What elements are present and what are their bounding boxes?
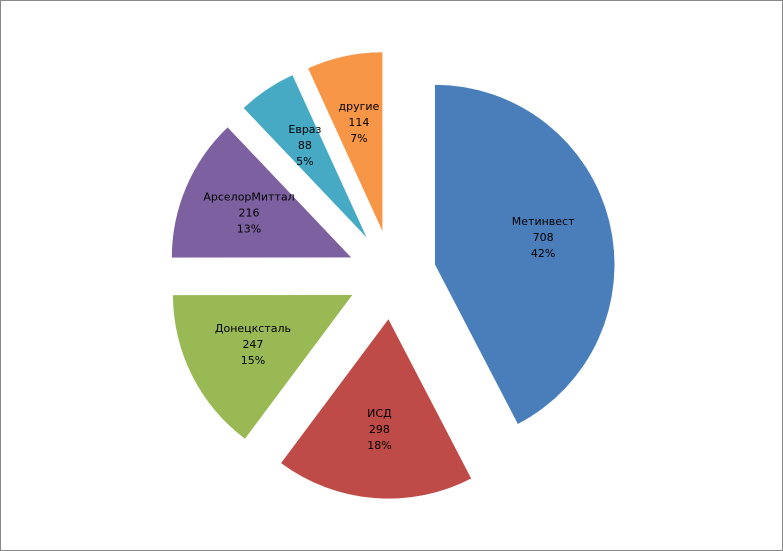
slice-value: 216 bbox=[238, 207, 259, 220]
slice-percent: 5% bbox=[296, 155, 313, 168]
slice-value: 114 bbox=[348, 116, 369, 129]
slice-label: Евраз bbox=[288, 123, 321, 136]
slice-percent: 15% bbox=[241, 354, 265, 367]
slice-label: другие bbox=[339, 100, 380, 113]
slice-label: АрселорМиттал bbox=[203, 191, 294, 204]
slice-label: Донецксталь bbox=[215, 322, 291, 335]
pie-slice bbox=[172, 294, 354, 440]
slice-label: Метинвест bbox=[512, 215, 575, 228]
slice-value: 247 bbox=[242, 338, 263, 351]
slice-percent: 42% bbox=[531, 247, 555, 260]
slice-percent: 7% bbox=[350, 132, 367, 145]
slice-percent: 18% bbox=[367, 439, 391, 452]
slice-value: 88 bbox=[298, 139, 312, 152]
pie-slice bbox=[171, 126, 353, 259]
slice-percent: 13% bbox=[237, 223, 261, 236]
pie-slice bbox=[243, 74, 368, 239]
pie-slice bbox=[434, 84, 615, 425]
pie-slice bbox=[280, 318, 472, 500]
slice-label: ИСД bbox=[367, 407, 392, 420]
slice-value: 298 bbox=[369, 423, 390, 436]
pie-slice bbox=[307, 51, 383, 233]
slice-value: 708 bbox=[533, 231, 554, 244]
